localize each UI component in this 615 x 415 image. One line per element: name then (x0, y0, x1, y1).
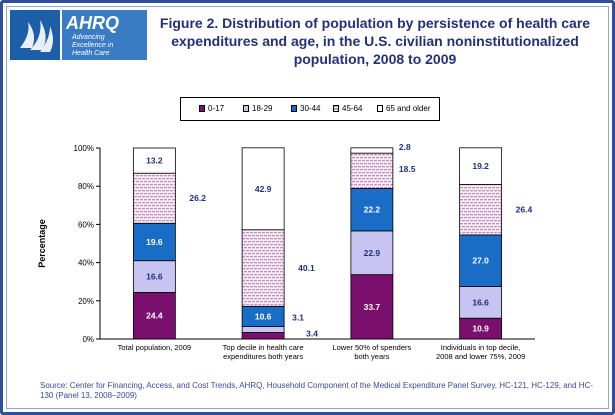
legend-swatch (243, 105, 249, 112)
bar-segment (350, 230, 394, 276)
legend-swatch (199, 105, 205, 112)
legend-label: 0-17 (208, 104, 225, 113)
data-label: 40.1 (298, 263, 315, 273)
ahrq-tagline-2: Excellence in (72, 42, 114, 49)
data-label: 27.0 (472, 256, 489, 266)
bar-segment (132, 260, 176, 293)
legend-label: 65 and older (386, 104, 431, 113)
bar-segment (132, 222, 176, 262)
hhs-logo-icon (10, 10, 60, 60)
bar-segment (241, 229, 285, 307)
legend-swatch (291, 105, 297, 112)
x-category-label: both years (354, 352, 389, 361)
legend-swatch (377, 105, 383, 112)
x-category-label: Individuals in top decile, (441, 343, 521, 352)
data-label: 2.8 (399, 142, 411, 152)
figure-frame-inner (6, 6, 609, 409)
bar-segment (350, 188, 394, 232)
legend-label: 45-64 (342, 104, 363, 113)
data-label: 42.9 (255, 184, 272, 194)
data-label: 13.2 (146, 156, 163, 166)
x-category-label: Lower 50% of spenders (332, 343, 411, 352)
bar-segment (459, 286, 503, 319)
x-category-label: expenditures both years (223, 352, 303, 361)
data-label: 26.4 (516, 205, 533, 215)
bar-segment (459, 234, 503, 287)
y-tick-label: 20% (78, 297, 94, 306)
bar-segment (132, 147, 176, 174)
y-tick-label: 0% (82, 335, 94, 344)
ahrq-logo: AHRQ Advancing Excellence in Health Care (62, 10, 147, 60)
legend-label: 30-44 (300, 104, 321, 113)
legend-swatch (333, 105, 339, 112)
data-label: 3.1 (292, 313, 304, 323)
data-label: 16.6 (146, 272, 163, 282)
chart-title: Figure 2. Distribution of population by … (159, 15, 591, 67)
ahrq-tagline-1: Advancing (72, 34, 105, 41)
data-label: 22.2 (364, 205, 381, 215)
bar-segment (459, 147, 503, 185)
y-axis-label: Percentage (37, 219, 47, 268)
bar-segment (132, 172, 176, 224)
bar-segment (241, 332, 285, 340)
data-label: 26.2 (189, 193, 206, 203)
data-label: 16.6 (472, 297, 489, 307)
x-category-label: Total population, 2009 (118, 343, 191, 352)
y-tick-label: 60% (78, 220, 94, 229)
data-label: 24.4 (146, 311, 163, 321)
y-tick-label: 80% (78, 182, 94, 191)
x-category-label: 2008 and lower 75%, 2009 (436, 352, 525, 361)
source-note: Source: Center for Financing, Access, an… (40, 381, 594, 400)
chart-legend: 0-17 18-29 30-44 45-64 65 and older (180, 97, 440, 121)
data-label: 10.6 (255, 311, 272, 321)
ahrq-logo-text: AHRQ (66, 13, 119, 33)
y-tick-label: 40% (78, 259, 94, 268)
bar-segment (241, 147, 285, 231)
data-label: 19.2 (472, 161, 489, 171)
bar-segment (350, 152, 394, 189)
data-label: 19.6 (146, 237, 163, 247)
y-tick-label: 100% (74, 144, 94, 153)
data-label: 18.5 (399, 164, 416, 174)
ahrq-tagline-3: Health Care (72, 50, 110, 57)
bar-segment (459, 184, 503, 236)
bar-segment (350, 147, 394, 154)
bar-segment (241, 326, 285, 333)
logo-area: AHRQ Advancing Excellence in Health Care (10, 10, 147, 60)
bar-segment (350, 274, 394, 340)
data-label: 3.4 (306, 329, 318, 339)
data-label: 33.7 (364, 302, 381, 312)
x-category-label: Top decile in health care (223, 343, 304, 352)
data-label: 22.9 (364, 248, 381, 258)
data-label: 10.9 (472, 324, 489, 334)
legend-label: 18-29 (252, 104, 273, 113)
